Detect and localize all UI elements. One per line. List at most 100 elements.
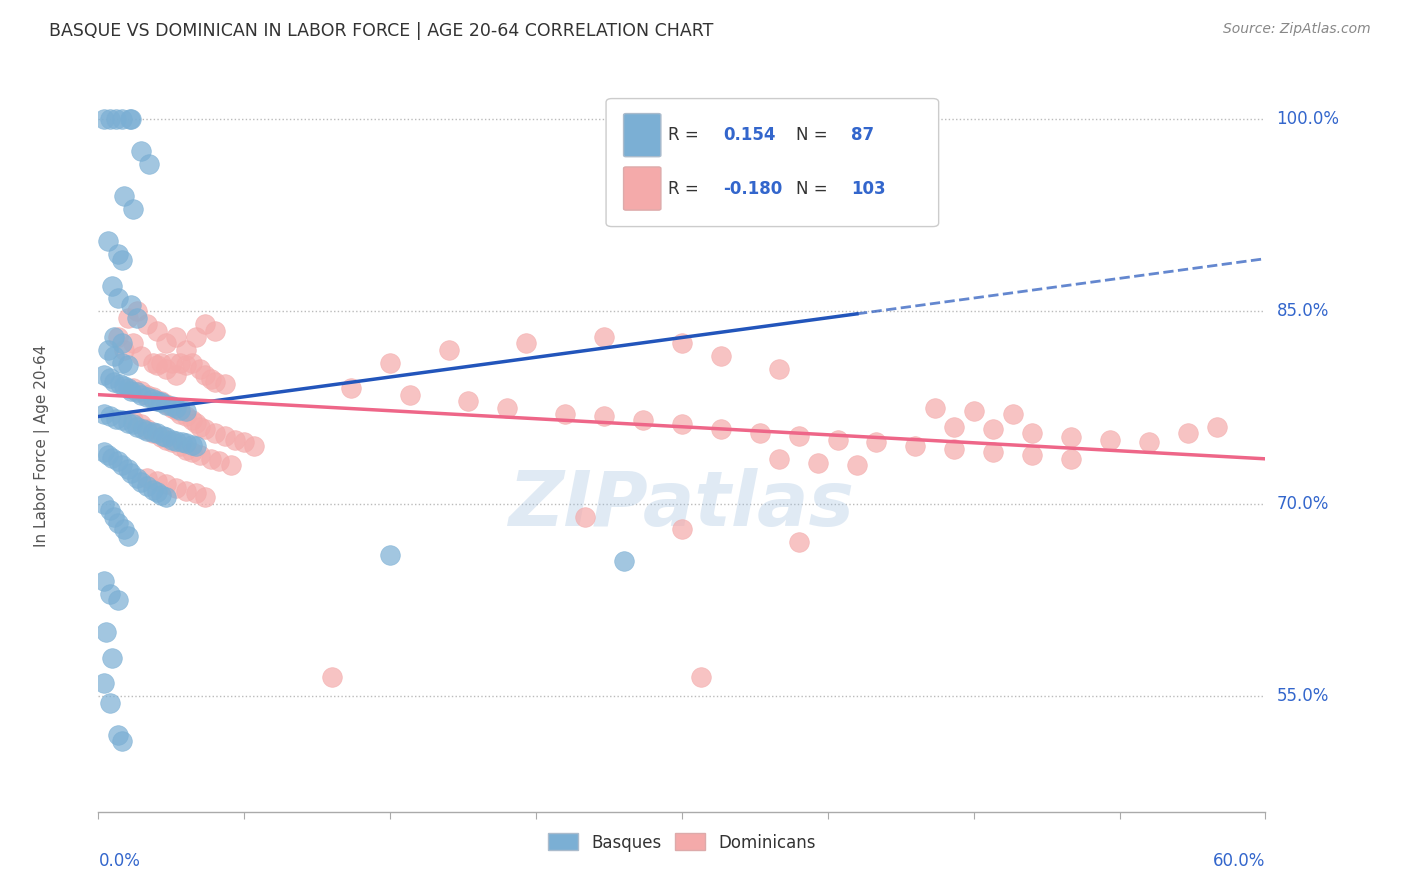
- Point: [98, 371, 121, 385]
- Point: [117, 381, 139, 395]
- Text: 55.0%: 55.0%: [1277, 687, 1329, 706]
- Point: [112, 343, 135, 357]
- Point: [496, 401, 519, 415]
- Point: [807, 456, 830, 470]
- FancyBboxPatch shape: [606, 99, 939, 227]
- Point: [204, 375, 226, 389]
- Point: [104, 412, 127, 426]
- Point: [107, 593, 129, 607]
- Point: [97, 448, 120, 462]
- Text: R =: R =: [668, 179, 704, 197]
- Point: [180, 355, 202, 369]
- Point: [129, 384, 152, 398]
- Point: [98, 696, 121, 710]
- Point: [149, 394, 172, 409]
- Point: [188, 419, 211, 434]
- Point: [180, 445, 202, 459]
- Point: [321, 670, 343, 684]
- Point: [827, 433, 849, 447]
- Point: [111, 734, 134, 748]
- Point: [200, 372, 222, 386]
- Point: [98, 112, 121, 126]
- Point: [194, 422, 217, 436]
- Point: [554, 407, 576, 421]
- Point: [122, 381, 145, 395]
- Point: [155, 433, 177, 447]
- Point: [165, 481, 187, 495]
- Point: [174, 404, 197, 418]
- FancyBboxPatch shape: [624, 113, 661, 157]
- Point: [768, 451, 790, 466]
- Point: [121, 298, 143, 312]
- Point: [127, 310, 149, 325]
- Point: [169, 407, 191, 421]
- Point: [593, 330, 616, 344]
- Point: [117, 462, 139, 476]
- Point: [165, 368, 187, 383]
- Point: [136, 422, 159, 436]
- Point: [671, 417, 693, 432]
- Point: [136, 317, 159, 331]
- Point: [180, 438, 202, 452]
- Point: [146, 426, 169, 441]
- Point: [107, 454, 129, 468]
- Point: [98, 586, 121, 600]
- Point: [111, 336, 134, 351]
- Point: [457, 394, 479, 409]
- Point: [155, 430, 177, 444]
- Point: [924, 401, 946, 415]
- Text: 87: 87: [851, 126, 875, 145]
- Point: [93, 112, 115, 126]
- Point: [155, 491, 177, 505]
- Point: [787, 428, 810, 442]
- Point: [121, 384, 143, 398]
- Point: [174, 442, 197, 457]
- Point: [142, 355, 165, 369]
- Point: [710, 422, 733, 436]
- Point: [98, 503, 121, 517]
- Point: [1205, 419, 1227, 434]
- Point: [200, 451, 222, 466]
- Point: [117, 416, 139, 430]
- Point: [174, 358, 197, 372]
- Point: [142, 426, 165, 441]
- Text: In Labor Force | Age 20-64: In Labor Force | Age 20-64: [34, 345, 51, 547]
- Point: [243, 439, 266, 453]
- Point: [165, 330, 187, 344]
- Point: [180, 413, 202, 427]
- Point: [155, 397, 177, 411]
- Point: [194, 491, 217, 505]
- Point: [142, 425, 165, 439]
- Point: [96, 625, 118, 640]
- Point: [1137, 435, 1160, 450]
- Point: [169, 355, 191, 369]
- Text: R =: R =: [668, 126, 704, 145]
- Point: [93, 407, 115, 421]
- Point: [169, 439, 191, 453]
- Point: [1021, 448, 1043, 462]
- Point: [943, 419, 966, 434]
- Point: [149, 395, 172, 409]
- Point: [437, 343, 460, 357]
- Point: [981, 445, 1004, 459]
- Point: [127, 385, 149, 400]
- Text: BASQUE VS DOMINICAN IN LABOR FORCE | AGE 20-64 CORRELATION CHART: BASQUE VS DOMINICAN IN LABOR FORCE | AGE…: [49, 22, 714, 40]
- Point: [690, 670, 713, 684]
- Point: [117, 529, 139, 543]
- Point: [1001, 407, 1024, 421]
- Point: [1060, 430, 1083, 444]
- Point: [132, 422, 155, 436]
- Point: [224, 433, 246, 447]
- Point: [380, 548, 402, 562]
- Point: [865, 435, 887, 450]
- Point: [204, 426, 226, 441]
- Point: [174, 436, 197, 450]
- Point: [155, 336, 177, 351]
- Point: [122, 336, 145, 351]
- Point: [671, 336, 693, 351]
- Point: [111, 252, 134, 267]
- Point: [1021, 426, 1043, 441]
- Point: [208, 454, 231, 468]
- Point: [107, 330, 129, 344]
- Point: [117, 358, 139, 372]
